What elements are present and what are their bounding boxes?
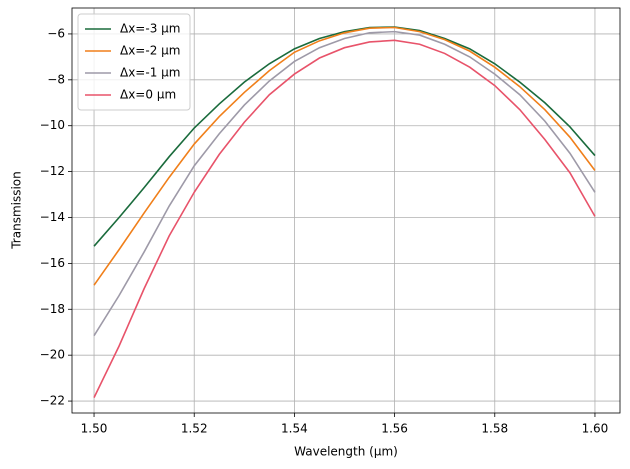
x-tick-label: 1.60: [582, 422, 609, 436]
y-tick-label: −22: [40, 394, 65, 408]
y-tick-label: −18: [40, 302, 65, 316]
legend: Δx=-3 µm Δx=-2 µm Δx=-1 µm Δx=0 µm: [77, 13, 191, 111]
y-tick-label: −12: [40, 164, 65, 178]
x-tick-label: 1.58: [481, 422, 508, 436]
y-tick-label: −10: [40, 118, 65, 132]
x-tick-label: 1.50: [81, 422, 108, 436]
legend-label: Δx=0 µm: [120, 88, 176, 102]
plot-frame: [71, 7, 621, 414]
series-line: [93, 26, 596, 247]
x-tick-label: 1.56: [381, 422, 408, 436]
legend-box: [77, 13, 191, 111]
legend-label: Δx=-1 µm: [120, 66, 180, 80]
y-tick-label: −8: [47, 72, 65, 86]
series-line: [93, 39, 596, 398]
x-tick-label: 1.52: [181, 422, 208, 436]
y-tick-label: −14: [40, 210, 65, 224]
legend-label: Δx=-3 µm: [120, 22, 180, 36]
series-line: [93, 30, 596, 337]
y-tick-label: −20: [40, 348, 65, 362]
x-tick-label: 1.54: [281, 422, 308, 436]
y-axis-label: Transmission: [10, 171, 24, 250]
series-line: [93, 26, 596, 286]
x-axis-label: Wavelength (µm): [294, 445, 398, 459]
y-tick-label: −6: [47, 26, 65, 40]
legend-label: Δx=-2 µm: [120, 44, 180, 58]
y-tick-label: −16: [40, 256, 65, 270]
